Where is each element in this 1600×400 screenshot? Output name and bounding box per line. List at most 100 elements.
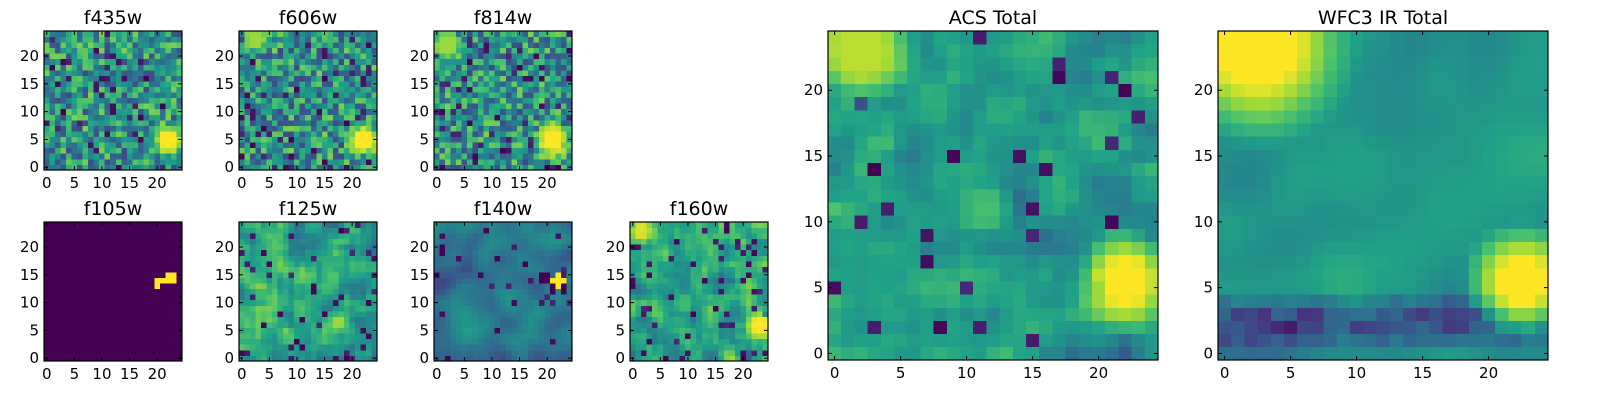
heatmap-cell [560,64,567,71]
heatmap-cell [434,153,440,160]
heatmap-cell [321,244,328,251]
heatmap-cell [511,136,518,143]
heatmap-cell [159,53,166,60]
heatmap-cell [544,277,551,284]
heatmap-cell [718,327,725,334]
heatmap-cell [277,222,284,228]
heatmap-cell [679,238,686,245]
heatmap-cell [478,316,485,323]
heatmap-cell [544,288,551,295]
heatmap-cell [1026,202,1040,216]
heatmap-cell [450,131,457,138]
heatmap-cell [1092,228,1106,242]
heatmap-cell [718,288,725,295]
heatmap-cell [137,277,144,284]
heatmap-cell [467,119,474,126]
heatmap-cell [132,136,139,143]
heatmap-cell [500,131,507,138]
heatmap-cell [439,75,446,82]
heatmap-cell [93,238,100,245]
heatmap-cell [1078,241,1093,256]
heatmap-cell [272,81,279,87]
heatmap-cell [310,344,317,351]
heatmap-cell [723,222,730,228]
heatmap-cell [244,153,251,160]
heatmap-cell [71,108,78,115]
heatmap-cell [560,47,567,54]
heatmap-cell [646,322,653,329]
heatmap-cell [132,277,139,284]
heatmap-cell [652,299,658,306]
heatmap-cell [266,233,273,240]
heatmap-cell [472,338,479,345]
heatmap-cell [707,266,714,273]
heatmap-cell [685,277,692,284]
heatmap-cell [294,147,301,154]
heatmap-cell [321,344,328,351]
heatmap-cell [549,249,556,256]
heatmap-cell [434,249,440,256]
heatmap-cell [472,260,479,267]
heatmap-cell [60,316,67,323]
heatmap-cell [439,355,446,362]
heatmap-cell [126,64,133,71]
heatmap-cell [115,69,122,76]
heatmap-cell [305,119,312,126]
heatmap-cell [49,255,56,262]
heatmap-cell [305,244,312,251]
heatmap-cell [646,344,653,351]
heatmap-cell [841,215,855,229]
heatmap-cell [266,147,273,154]
heatmap-cell [165,108,172,115]
heatmap-cell [516,136,523,143]
heatmap-cell [841,228,855,242]
heatmap-cell [505,233,512,240]
heatmap-cell [77,288,84,295]
heatmap-cell [456,222,462,228]
heatmap-cell [266,260,273,267]
heatmap-cell [239,294,245,301]
heatmap-cell [137,108,144,115]
heatmap-cell [505,86,512,93]
heatmap-cell [99,305,106,312]
heatmap-cell [533,31,540,37]
heatmap-cell [104,222,111,228]
heatmap-cell [544,299,551,306]
heatmap-cell [165,42,172,49]
y-tick-label: 0 [224,349,234,367]
heatmap-cell [343,114,350,121]
heatmap-cell [880,215,895,229]
heatmap-cell [723,310,730,317]
heatmap-cell [66,338,72,345]
heatmap-cell [867,346,882,361]
heatmap-cell [239,283,245,290]
heatmap-cell [1012,294,1027,308]
heatmap-cell [148,119,155,126]
heatmap-cell [439,36,446,43]
heatmap-cell [365,233,372,240]
heatmap-cell [244,260,251,267]
heatmap-cell [354,299,361,306]
heatmap-cell [88,153,95,160]
heatmap-cell [244,283,251,290]
x-tick-label: 0 [628,365,638,383]
heatmap-cell [365,64,372,71]
heatmap-cell [354,222,361,228]
heatmap-cell [674,333,681,340]
heatmap-cell [88,142,95,149]
heatmap-cell [999,241,1014,256]
heatmap-cell [148,294,155,301]
heatmap-cell [261,322,267,329]
heatmap-cell [729,255,736,262]
heatmap-cell [294,108,301,115]
heatmap-cell [294,294,301,301]
heatmap-cell [445,131,451,138]
heatmap-cell [371,305,378,312]
heatmap-cell [718,283,725,290]
heatmap-cell [723,333,730,340]
heatmap-cell [1131,267,1146,282]
heatmap-cell [445,272,451,278]
heatmap-cell [170,36,177,43]
heatmap-cell [365,53,372,60]
heatmap-cell [646,316,653,323]
